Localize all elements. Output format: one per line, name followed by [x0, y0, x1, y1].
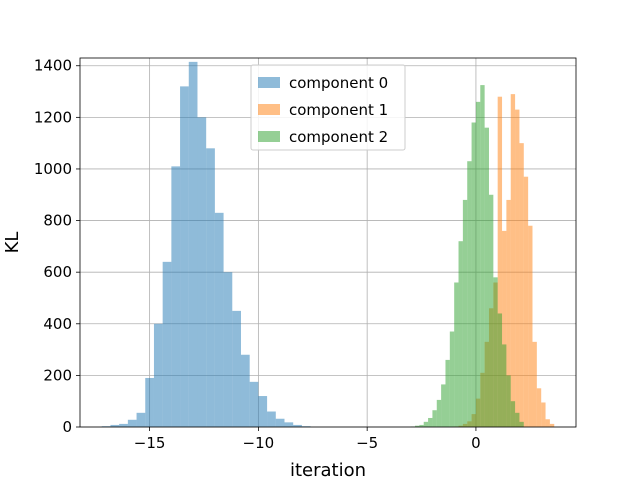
histogram-bar [136, 412, 146, 427]
y-tick-label: 1400 [34, 57, 72, 75]
histogram-bar [475, 101, 481, 428]
histogram-bar [532, 341, 537, 427]
plot-frame [79, 57, 577, 428]
y-tick-label: 1200 [34, 108, 72, 126]
histogram-bar [214, 212, 224, 427]
histogram-bar [223, 272, 233, 427]
histogram-bar [171, 166, 181, 427]
legend: component 0 component 1 component 2 [250, 64, 406, 151]
histogram-bar [232, 310, 241, 427]
histogram-bar [436, 399, 442, 427]
histogram-bar [240, 354, 250, 427]
histogram-bar [428, 417, 433, 427]
histogram-bars [101, 61, 555, 428]
histogram-bar [419, 424, 424, 427]
histogram-bar [471, 122, 476, 427]
legend-label: component 0 [289, 74, 388, 92]
histogram-bar [536, 388, 542, 427]
histogram-bar [502, 344, 507, 427]
histogram-bar [197, 117, 207, 428]
y-tick-label: 200 [43, 366, 72, 384]
histogram-bar [188, 61, 198, 427]
legend-label: component 1 [289, 101, 388, 119]
histogram-bar [528, 225, 533, 427]
histogram-bar [415, 425, 420, 427]
histogram-bar [145, 377, 154, 427]
histogram-bar [506, 199, 511, 427]
y-tick-label: 0 [62, 418, 72, 436]
histogram-bar [449, 331, 455, 427]
histogram-bar [506, 375, 511, 427]
histogram-bar [258, 396, 268, 427]
histogram-bar [515, 412, 520, 427]
histogram-bar [502, 230, 507, 427]
histogram-bar [445, 359, 450, 427]
histogram-bar [462, 199, 468, 427]
histogram-bar [441, 384, 446, 427]
x-axis-ticks: −15 −10 −5 0 [134, 427, 481, 452]
y-tick-label: 400 [43, 315, 72, 333]
histogram-bar [510, 94, 516, 427]
histogram-bar [545, 419, 550, 427]
histogram-bar [541, 402, 546, 427]
x-tick-label: 0 [471, 434, 481, 452]
y-axis-label: KL [2, 232, 23, 254]
histogram-bar [293, 424, 302, 427]
y-tick-label: 600 [43, 263, 72, 281]
histogram-bar [497, 313, 503, 427]
y-axis-ticks: 0 200 400 600 800 1000 1200 1400 [34, 57, 80, 436]
histogram-bar [488, 194, 494, 427]
histogram-bar [275, 418, 285, 427]
histogram-bar [423, 421, 429, 427]
x-axis-label: iteration [290, 460, 366, 480]
histogram-bar [458, 241, 463, 427]
histogram-bar [284, 422, 294, 427]
legend-label: component 2 [289, 128, 388, 146]
histogram-bar [493, 277, 498, 427]
histogram-bar [497, 96, 503, 427]
x-tick-label: −10 [243, 434, 275, 452]
histogram-bar [267, 411, 276, 427]
histogram-bar [480, 85, 485, 427]
legend-swatch [258, 131, 280, 142]
histogram-bar [162, 261, 172, 427]
histogram-bar [549, 423, 555, 427]
histogram-bar [119, 423, 128, 427]
histogram-bar [110, 424, 120, 427]
legend-swatch [258, 104, 280, 115]
histogram-bar [153, 323, 163, 427]
y-tick-label: 1000 [34, 160, 72, 178]
histogram-bar [519, 421, 524, 427]
legend-swatch [258, 77, 280, 88]
x-tick-label: −5 [356, 434, 378, 452]
histogram-bar [127, 419, 137, 427]
histogram-bar [432, 410, 437, 427]
histogram-bar [519, 143, 524, 427]
histogram-bar [523, 176, 529, 427]
histogram-bar [484, 127, 489, 427]
histogram-bar [515, 109, 520, 427]
histogram-bar [249, 381, 259, 427]
series-2-bars [410, 85, 524, 428]
histogram-bar [467, 161, 472, 427]
series-0-bars [101, 61, 311, 428]
histogram-bar [206, 148, 215, 427]
legend-box [250, 64, 406, 151]
histogram-bar [180, 86, 189, 427]
histogram-bar [510, 401, 516, 427]
x-tick-label: −15 [134, 434, 166, 452]
y-tick-label: 800 [43, 212, 72, 230]
histogram-bar [454, 282, 459, 427]
